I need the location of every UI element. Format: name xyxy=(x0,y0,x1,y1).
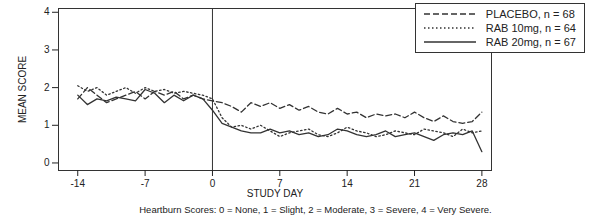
svg-text:-14: -14 xyxy=(71,178,86,189)
svg-text:0: 0 xyxy=(44,157,50,168)
svg-text:1: 1 xyxy=(44,119,50,130)
html-text:Heartburn Scores: 0 = None, 1: Heartburn Scores: 0 = None, 1 = Slight, … xyxy=(139,204,492,215)
svg-text:28: 28 xyxy=(476,178,488,189)
svg-text:0: 0 xyxy=(210,178,216,189)
svg-text:STUDY DAY: STUDY DAY xyxy=(247,188,304,199)
svg-text:4: 4 xyxy=(44,6,50,17)
svg-text:21: 21 xyxy=(409,178,421,189)
html-text:RAB 10mg, n = 64: RAB 10mg, n = 64 xyxy=(485,22,576,34)
svg-text:2: 2 xyxy=(44,82,50,93)
svg-text:14: 14 xyxy=(342,178,354,189)
svg-text:MEAN SCORE: MEAN SCORE xyxy=(17,56,28,124)
html-text:RAB 20mg, n = 67: RAB 20mg, n = 67 xyxy=(485,36,576,48)
svg-text:7: 7 xyxy=(277,177,283,189)
html-text:PLACEBO, n = 68: PLACEBO, n = 68 xyxy=(485,8,575,20)
svg-text:-7: -7 xyxy=(141,178,150,189)
svg-text:3: 3 xyxy=(44,44,50,55)
